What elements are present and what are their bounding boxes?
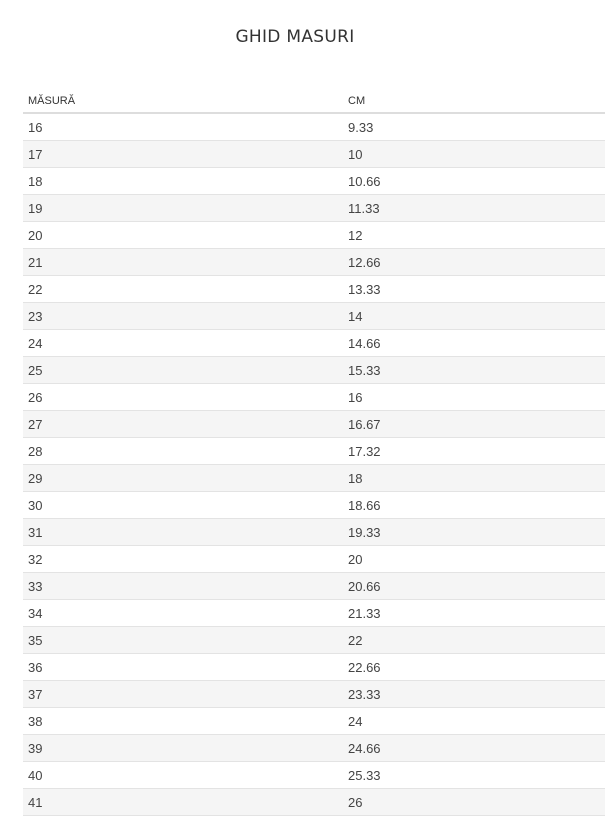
cm-cell: 26 xyxy=(343,788,605,816)
size-cell: 34 xyxy=(23,599,343,627)
size-cell: 40 xyxy=(23,761,343,789)
cm-cell: 21.33 xyxy=(343,599,605,627)
table-row: 35 22 xyxy=(23,626,605,654)
cm-cell: 17.32 xyxy=(343,437,605,465)
size-cell: 24 xyxy=(23,329,343,357)
table-row: 36 22.66 xyxy=(23,653,605,681)
table-row: 33 20.66 xyxy=(23,572,605,600)
size-cell: 27 xyxy=(23,410,343,438)
cm-cell: 12 xyxy=(343,221,605,249)
table-row: 38 24 xyxy=(23,707,605,735)
cm-cell: 22 xyxy=(343,626,605,654)
table-row: 40 25.33 xyxy=(23,761,605,789)
table-row: 29 18 xyxy=(23,464,605,492)
table-header-row: MĂSURĂ CM xyxy=(23,90,605,114)
cm-cell: 14 xyxy=(343,302,605,330)
size-cell: 16 xyxy=(23,113,343,141)
size-cell: 35 xyxy=(23,626,343,654)
page-title: GHID MASURI xyxy=(235,27,355,47)
table-row: 18 10.66 xyxy=(23,167,605,195)
size-guide-table: MĂSURĂ CM 16 9.33 17 10 18 10.66 19 11.33 20 12 21… xyxy=(23,90,605,816)
cm-cell: 15.33 xyxy=(343,356,605,384)
table-row: 39 24.66 xyxy=(23,734,605,762)
table-row: 28 17.32 xyxy=(23,437,605,465)
size-cell: 28 xyxy=(23,437,343,465)
cm-cell: 11.33 xyxy=(343,194,605,222)
column-header-size: MĂSURĂ xyxy=(23,90,343,114)
size-cell: 30 xyxy=(23,491,343,519)
cm-cell: 18 xyxy=(343,464,605,492)
table-row: 27 16.67 xyxy=(23,410,605,438)
table-row: 31 19.33 xyxy=(23,518,605,546)
table-row: 22 13.33 xyxy=(23,275,605,303)
size-cell: 22 xyxy=(23,275,343,303)
size-cell: 29 xyxy=(23,464,343,492)
cm-cell: 20.66 xyxy=(343,572,605,600)
cm-cell: 24 xyxy=(343,707,605,735)
table-row: 16 9.33 xyxy=(23,113,605,141)
cm-cell: 25.33 xyxy=(343,761,605,789)
cm-cell: 14.66 xyxy=(343,329,605,357)
cm-cell: 12.66 xyxy=(343,248,605,276)
size-cell: 26 xyxy=(23,383,343,411)
table-row: 24 14.66 xyxy=(23,329,605,357)
cm-cell: 24.66 xyxy=(343,734,605,762)
cm-cell: 10 xyxy=(343,140,605,168)
table-row: 25 15.33 xyxy=(23,356,605,384)
size-cell: 19 xyxy=(23,194,343,222)
size-cell: 39 xyxy=(23,734,343,762)
table-row: 34 21.33 xyxy=(23,599,605,627)
cm-cell: 16.67 xyxy=(343,410,605,438)
size-cell: 23 xyxy=(23,302,343,330)
size-cell: 20 xyxy=(23,221,343,249)
table-row: 26 16 xyxy=(23,383,605,411)
size-cell: 38 xyxy=(23,707,343,735)
size-cell: 17 xyxy=(23,140,343,168)
size-cell: 41 xyxy=(23,788,343,816)
table-row: 37 23.33 xyxy=(23,680,605,708)
size-cell: 18 xyxy=(23,167,343,195)
table-row: 19 11.33 xyxy=(23,194,605,222)
table-row: 30 18.66 xyxy=(23,491,605,519)
cm-cell: 18.66 xyxy=(343,491,605,519)
cm-cell: 20 xyxy=(343,545,605,573)
size-cell: 36 xyxy=(23,653,343,681)
cm-cell: 16 xyxy=(343,383,605,411)
cm-cell: 23.33 xyxy=(343,680,605,708)
cm-cell: 19.33 xyxy=(343,518,605,546)
table-row: 32 20 xyxy=(23,545,605,573)
table-row: 41 26 xyxy=(23,788,605,816)
cm-cell: 22.66 xyxy=(343,653,605,681)
table-row: 20 12 xyxy=(23,221,605,249)
table-row: 23 14 xyxy=(23,302,605,330)
cm-cell: 9.33 xyxy=(343,113,605,141)
size-cell: 37 xyxy=(23,680,343,708)
table-row: 17 10 xyxy=(23,140,605,168)
size-cell: 25 xyxy=(23,356,343,384)
cm-cell: 13.33 xyxy=(343,275,605,303)
table-row: 21 12.66 xyxy=(23,248,605,276)
size-cell: 32 xyxy=(23,545,343,573)
size-cell: 21 xyxy=(23,248,343,276)
size-cell: 31 xyxy=(23,518,343,546)
cm-cell: 10.66 xyxy=(343,167,605,195)
column-header-cm: CM xyxy=(343,90,605,114)
size-cell: 33 xyxy=(23,572,343,600)
